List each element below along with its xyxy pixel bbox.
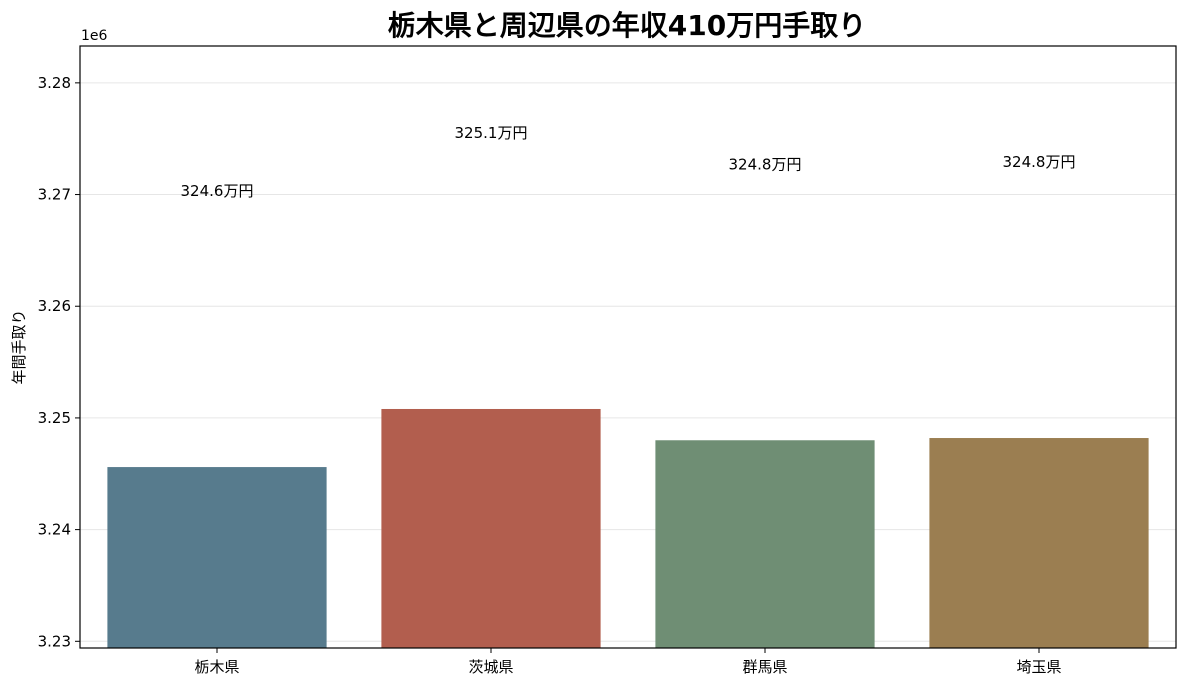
y-tick-layer: 3.23 3.24 3.25 3.26 3.27 3.28 [38, 74, 80, 650]
y-tick-label: 3.26 [38, 297, 71, 315]
y-axis-label: 年間手取り [10, 309, 28, 384]
x-tick-label: 埼玉県 [1016, 658, 1061, 676]
data-label-layer: 324.6万円 325.1万円 324.8万円 324.8万円 [181, 124, 1076, 200]
y-tick-label: 3.28 [38, 74, 71, 92]
x-tick-label: 茨城県 [468, 658, 513, 676]
data-label: 324.6万円 [181, 182, 254, 200]
plot-frame [79, 45, 1177, 649]
y-tick-label: 3.23 [38, 632, 71, 650]
bar-1 [107, 467, 327, 648]
data-label: 324.8万円 [1003, 153, 1076, 171]
y-tick-label: 3.25 [38, 409, 71, 427]
y-tick-label: 3.24 [38, 521, 71, 539]
x-tick-label: 群馬県 [742, 658, 787, 676]
bar-2 [381, 408, 601, 648]
bar-3 [655, 440, 875, 648]
x-tick-label: 栃木県 [194, 658, 239, 676]
x-tick-layer: 栃木県 茨城県 群馬県 埼玉県 [194, 648, 1062, 676]
bar-layer [107, 408, 1149, 648]
data-label: 324.8万円 [729, 155, 802, 173]
bar-4 [929, 438, 1149, 648]
y-axis-offset-label: 1e6 [81, 28, 108, 44]
y-tick-label: 3.27 [38, 186, 71, 204]
data-label: 325.1万円 [455, 124, 528, 142]
chart-title: 栃木県と周辺県の年収410万円手取り [388, 9, 866, 42]
